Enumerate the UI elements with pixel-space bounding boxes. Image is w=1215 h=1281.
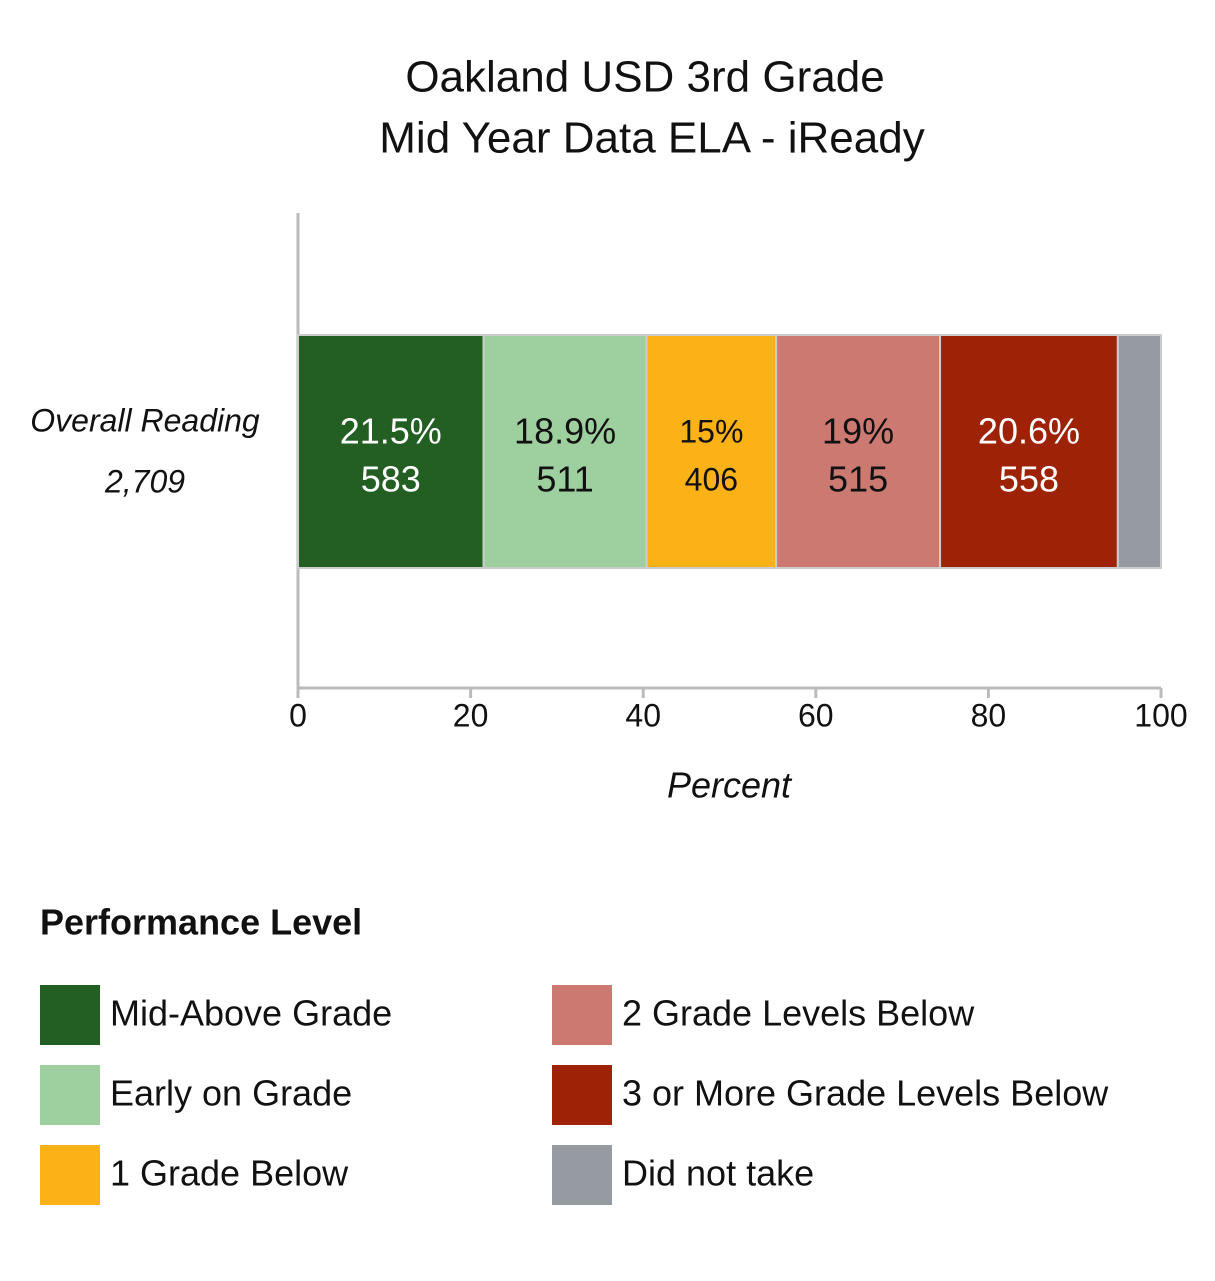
x-tick-label: 20: [453, 697, 489, 733]
x-tick-label: 80: [971, 697, 1007, 733]
x-axis-label: Percent: [667, 765, 793, 806]
data-count: 583: [361, 459, 421, 500]
data-label: 15%: [679, 413, 743, 449]
legend-swatch: [552, 1145, 612, 1205]
data-count: 515: [828, 459, 888, 500]
bar-segment: [1116, 334, 1162, 569]
bar-segment: [775, 334, 942, 569]
bar-segment: [645, 334, 778, 569]
legend-label: 2 Grade Levels Below: [622, 993, 975, 1034]
category-count: 2,709: [104, 463, 185, 499]
x-tick-label: 0: [289, 697, 307, 733]
legend-swatch: [552, 1065, 612, 1125]
legend-label: 1 Grade Below: [110, 1153, 349, 1194]
legend-swatch: [40, 1145, 100, 1205]
x-tick-label: 60: [798, 697, 834, 733]
data-label: 20.6%: [978, 411, 1080, 452]
x-tick-label: 100: [1134, 697, 1187, 733]
data-count: 558: [999, 459, 1059, 500]
legend-title: Performance Level: [40, 902, 362, 943]
legend-swatch: [40, 985, 100, 1045]
legend-swatch: [552, 985, 612, 1045]
data-count: 511: [536, 459, 593, 500]
chart-title: Oakland USD 3rd Grade: [405, 53, 884, 102]
bar-segment: [297, 334, 485, 569]
legend-label: Mid-Above Grade: [110, 993, 392, 1034]
data-label: 21.5%: [340, 411, 442, 452]
legend-label: 3 or More Grade Levels Below: [622, 1073, 1109, 1114]
chart-title: Mid Year Data ELA - iReady: [379, 114, 924, 163]
legend-label: Early on Grade: [110, 1073, 352, 1114]
category-label: Overall Reading: [30, 402, 260, 438]
legend-swatch: [40, 1065, 100, 1125]
data-label: 18.9%: [514, 411, 616, 452]
bar-segment: [482, 334, 648, 569]
data-count: 406: [685, 461, 738, 497]
legend-label: Did not take: [622, 1153, 814, 1194]
x-tick-label: 40: [625, 697, 661, 733]
data-label: 19%: [822, 411, 894, 452]
